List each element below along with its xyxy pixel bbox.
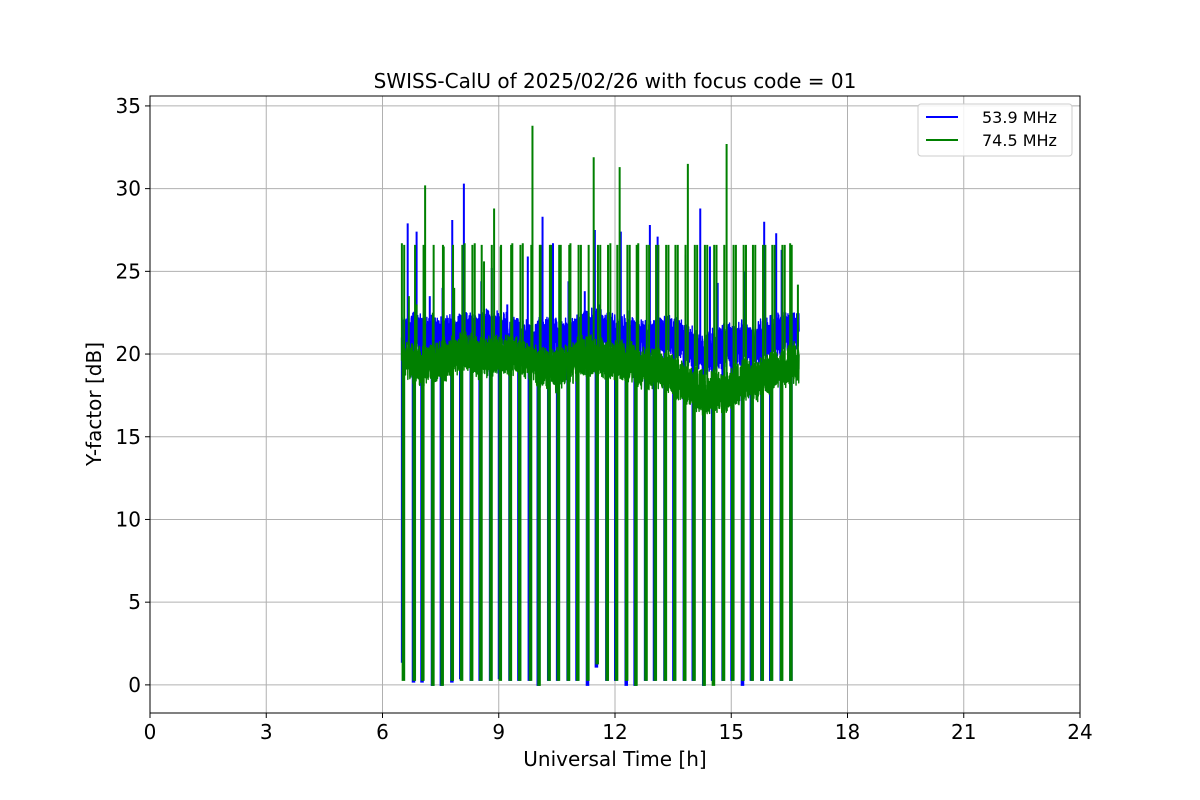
- series-dropout: [489, 244, 493, 681]
- legend-label-53-9: 53.9 MHz: [982, 108, 1057, 127]
- series-dropout: [634, 244, 638, 686]
- series-dropout: [412, 244, 417, 681]
- series-dropout: [547, 244, 551, 681]
- series-dropout: [663, 244, 668, 681]
- legend-label-74-5: 74.5 MHz: [982, 131, 1057, 150]
- x-tick-label: 3: [260, 720, 273, 744]
- series-dropout: [517, 244, 522, 681]
- y-axis-ticks: 0 5 10 15 20 25 30 35: [116, 94, 150, 697]
- series-dropout: [750, 244, 754, 681]
- x-tick-label: 24: [1067, 720, 1092, 744]
- y-axis-title: Y-factor [dB]: [82, 342, 106, 467]
- y-tick-label: 20: [116, 342, 141, 366]
- series-dropout: [479, 244, 483, 681]
- y-tick-label: 15: [116, 425, 141, 449]
- series-dropout: [440, 244, 444, 686]
- series-dropout: [731, 244, 735, 681]
- series-dropout: [508, 244, 513, 681]
- series-dropout: [431, 244, 435, 686]
- series-dropout: [421, 244, 425, 681]
- x-tick-label: 15: [719, 720, 744, 744]
- y-tick-label: 10: [116, 507, 141, 531]
- series-dropout: [789, 244, 793, 681]
- series-dropout: [469, 244, 474, 681]
- series-1: [400, 125, 800, 686]
- series-dropout: [605, 244, 610, 681]
- y-tick-label: 25: [116, 259, 141, 283]
- y-tick-label: 30: [116, 177, 141, 201]
- series-dropout: [644, 244, 648, 681]
- x-tick-label: 18: [835, 720, 860, 744]
- series-dropout: [624, 244, 629, 681]
- series-layer: [400, 125, 800, 686]
- legend: 53.9 MHz 74.5 MHz: [917, 103, 1073, 157]
- x-axis-ticks: 0 3 6 9 12 15 18 21 24: [144, 713, 1093, 744]
- x-tick-label: 12: [602, 720, 627, 744]
- series-dropout: [721, 244, 726, 681]
- series-dropout: [556, 244, 561, 681]
- series-dropout: [576, 244, 580, 681]
- series-dropout: [614, 244, 619, 681]
- series-dropout: [653, 244, 658, 681]
- x-tick-label: 0: [144, 720, 157, 744]
- x-tick-label: 21: [951, 720, 976, 744]
- series-dropout: [779, 244, 784, 681]
- series-dropout: [528, 244, 533, 681]
- series-dropout: [566, 244, 571, 681]
- series-dropout: [450, 244, 455, 681]
- series-dropout: [401, 244, 406, 681]
- series-dropout: [760, 244, 765, 681]
- series-dropout: [586, 244, 590, 681]
- series-dropout: [537, 244, 541, 686]
- x-tick-label: 6: [376, 720, 389, 744]
- series-dropout: [672, 244, 677, 681]
- series-dropout: [498, 244, 503, 681]
- y-tick-label: 5: [128, 590, 141, 614]
- chart-title: SWISS-CalU of 2025/02/26 with focus code…: [374, 69, 857, 93]
- series-dropout: [459, 244, 464, 681]
- y-tick-label: 0: [128, 673, 141, 697]
- y-tick-label: 35: [116, 94, 141, 118]
- series-dropout: [711, 244, 716, 686]
- series-dropout: [769, 244, 774, 681]
- series-dropout: [741, 244, 745, 681]
- x-axis-title: Universal Time [h]: [523, 747, 706, 771]
- series-dropout: [595, 244, 599, 665]
- series-dropout: [692, 244, 696, 681]
- series-dropout: [702, 244, 706, 686]
- series-dropout: [682, 244, 687, 681]
- x-tick-label: 9: [492, 720, 505, 744]
